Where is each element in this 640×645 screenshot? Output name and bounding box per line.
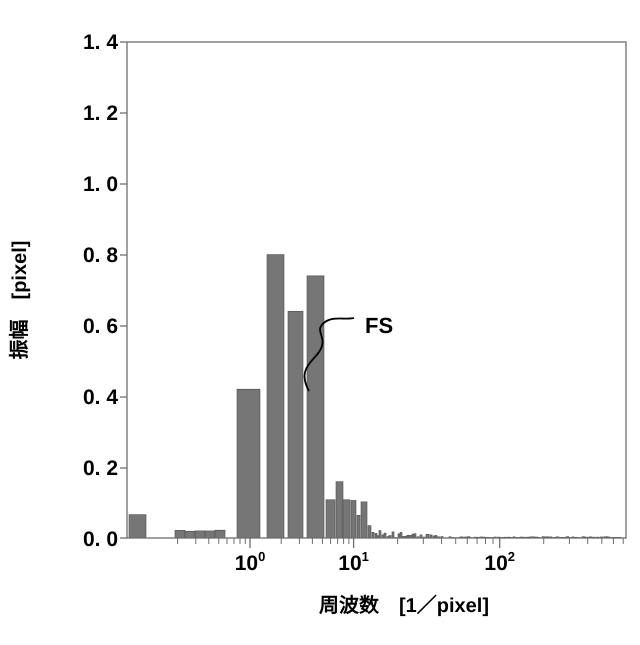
svg-text:100: 100 [235, 549, 266, 575]
svg-text:FS: FS [365, 313, 393, 338]
svg-text:102: 102 [484, 549, 515, 575]
svg-text:振幅 [pixel]: 振幅 [pixel] [8, 241, 31, 360]
svg-text:101: 101 [338, 549, 369, 575]
svg-text:0. 0: 0. 0 [83, 528, 118, 551]
svg-text:1. 0: 1. 0 [83, 173, 118, 196]
svg-text:0. 2: 0. 2 [83, 457, 118, 480]
svg-text:0. 4: 0. 4 [83, 386, 118, 409]
svg-text:0. 8: 0. 8 [83, 244, 118, 267]
svg-text:1. 2: 1. 2 [83, 102, 118, 125]
svg-text:周波数 [1／pixel]: 周波数 [1／pixel] [319, 594, 489, 617]
svg-text:1. 4: 1. 4 [83, 31, 118, 54]
svg-text:0. 6: 0. 6 [83, 315, 118, 338]
